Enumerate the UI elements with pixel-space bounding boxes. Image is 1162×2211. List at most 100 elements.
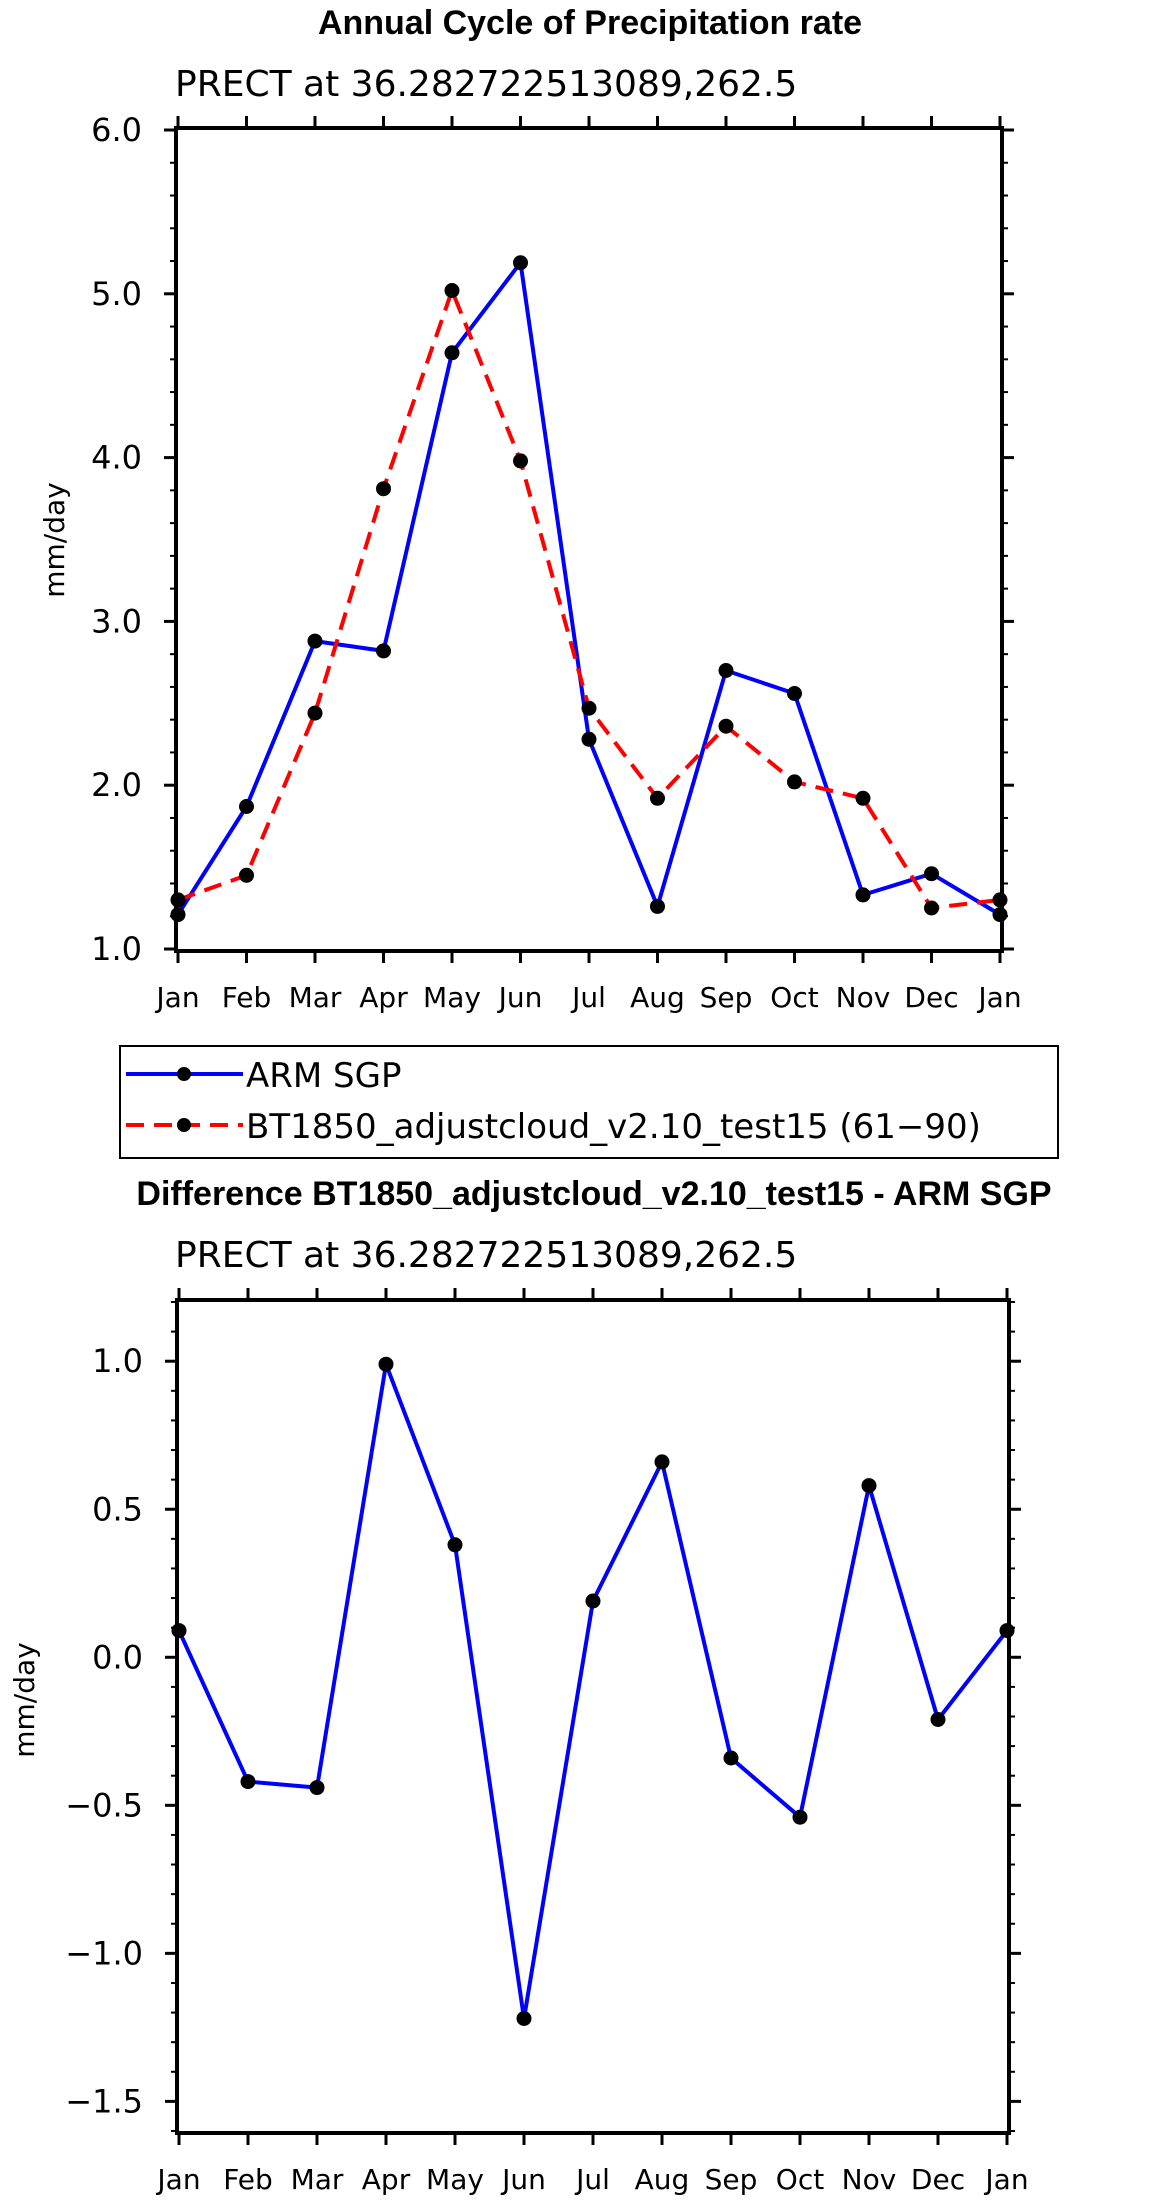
- x-tick-label: Nov: [842, 2163, 897, 2196]
- x-tick-label: Jun: [497, 981, 543, 1014]
- y-tick-label: 3.0: [91, 602, 142, 640]
- data-point-marker: [855, 887, 871, 903]
- chart2-subtitle: PRECT at 36.282722513089,262.5: [175, 1235, 797, 1276]
- chart1-plot-frame: [174, 126, 1004, 953]
- data-point-marker: [170, 907, 186, 923]
- data-point-marker: [170, 892, 186, 908]
- chart1-title: Annual Cycle of Precipitation rate: [318, 4, 862, 42]
- data-point-marker: [516, 2011, 532, 2026]
- data-point-marker: [861, 1478, 877, 1494]
- chart2-y-axis-label: mm/day: [8, 1642, 41, 1758]
- y-tick-label: −0.5: [65, 1786, 143, 1824]
- x-tick-label: Dec: [904, 981, 958, 1014]
- data-point-marker: [378, 1356, 394, 1372]
- data-point-marker: [307, 705, 323, 721]
- data-point-marker: [376, 643, 391, 659]
- legend-box: [119, 1045, 1059, 1159]
- legend-entry-arm: ARM SGP: [126, 1056, 401, 1096]
- y-tick-label: 6.0: [91, 111, 142, 149]
- data-point-marker: [376, 481, 391, 497]
- y-tick-label: 0.5: [92, 1490, 143, 1528]
- chart2-series: [171, 1356, 1015, 2026]
- x-tick-label: Sep: [700, 981, 753, 1014]
- data-point-marker: [723, 1750, 739, 1766]
- data-point-marker: [650, 790, 665, 806]
- data-point-marker: [239, 867, 254, 883]
- data-point-marker: [718, 663, 734, 678]
- x-tick-label: Jul: [574, 2163, 610, 2196]
- chart1-y-axis-label: mm/day: [38, 482, 71, 598]
- x-tick-label: Apr: [362, 2163, 411, 2196]
- y-tick-label: −1.5: [65, 2082, 143, 2120]
- data-point-marker: [855, 790, 871, 806]
- chart2-x-tick-labels: Jan Feb Mar Apr May Jun Jul Aug Sep Oct Nov Dec Jan: [155, 2163, 1028, 2196]
- chart2-plot-frame: [175, 1298, 1011, 2135]
- data-point-marker: [650, 898, 665, 914]
- data-point-marker: [239, 799, 254, 814]
- x-tick-label: Mar: [289, 981, 342, 1014]
- x-tick-label: Jan: [976, 981, 1021, 1014]
- series-line: [177, 1362, 1009, 2021]
- data-point-marker: [307, 633, 323, 649]
- data-point-marker: [924, 866, 939, 882]
- x-tick-label: Jun: [500, 2163, 546, 2196]
- x-tick-label: Jul: [570, 981, 606, 1014]
- difference-chart: Difference BT1850_adjustcloud_v2.10_test…: [8, 1175, 1052, 2196]
- x-tick-label: Feb: [222, 981, 272, 1014]
- legend-arm-marker: [177, 1067, 191, 1081]
- chart2-title: Difference BT1850_adjustcloud_v2.10_test…: [136, 1175, 1051, 1213]
- data-point-marker: [787, 774, 802, 790]
- data-point-marker: [718, 718, 734, 734]
- x-tick-label: Oct: [770, 981, 818, 1014]
- data-point-marker: [654, 1454, 670, 1470]
- data-point-marker: [447, 1537, 463, 1553]
- data-point-marker: [444, 283, 460, 298]
- chart1-x-tick-labels: Jan Feb Mar Apr May Jun Jul Aug Sep Oct Nov Dec Jan: [154, 981, 1021, 1014]
- x-tick-label: Mar: [291, 2163, 344, 2196]
- y-tick-label: 2.0: [91, 766, 142, 804]
- y-tick-label: 1.0: [91, 930, 142, 968]
- data-point-marker: [581, 700, 597, 716]
- data-point-marker: [513, 255, 528, 271]
- data-point-marker: [309, 1780, 325, 1796]
- x-tick-label: Aug: [630, 981, 685, 1014]
- data-point-marker: [792, 1809, 808, 1825]
- data-point-marker: [992, 907, 1008, 923]
- x-tick-label: Aug: [635, 2163, 690, 2196]
- y-tick-label: 0.0: [92, 1638, 143, 1676]
- series-line: [177, 288, 1001, 910]
- data-point-marker: [787, 686, 802, 701]
- x-tick-label: Apr: [359, 981, 408, 1014]
- data-point-marker: [930, 1712, 946, 1727]
- chart1-y-tick-labels: 1.0 2.0 3.0 4.0 5.0 6.0: [91, 111, 142, 968]
- data-point-marker: [585, 1593, 601, 1609]
- x-tick-label: Dec: [911, 2163, 965, 2196]
- data-point-marker: [999, 1623, 1015, 1639]
- y-tick-label: 1.0: [92, 1342, 143, 1380]
- chart1-legend: ARM SGP BT1850_adjustcloud_v2.10_test15 …: [119, 1045, 1059, 1159]
- data-point-marker: [581, 731, 597, 747]
- data-point-marker: [240, 1774, 256, 1790]
- x-tick-label: Feb: [223, 2163, 273, 2196]
- y-tick-label: 5.0: [91, 275, 142, 313]
- y-tick-label: −1.0: [65, 1934, 143, 1972]
- x-tick-label: Jan: [983, 2163, 1028, 2196]
- data-point-marker: [171, 1623, 187, 1639]
- x-tick-label: May: [426, 2163, 484, 2196]
- chart1-axis-ticks: [164, 116, 1014, 963]
- chart2-axis-ticks: [165, 1288, 1021, 2145]
- x-tick-label: Sep: [705, 2163, 758, 2196]
- x-tick-label: Nov: [836, 981, 891, 1014]
- data-point-marker: [513, 453, 528, 469]
- data-point-marker: [924, 900, 939, 916]
- chart1-series: [170, 255, 1008, 923]
- data-point-marker: [992, 892, 1008, 908]
- legend-arm-label: ARM SGP: [246, 1056, 401, 1096]
- chart1-subtitle: PRECT at 36.282722513089,262.5: [175, 64, 797, 105]
- x-tick-label: May: [423, 981, 481, 1014]
- x-tick-label: Jan: [154, 981, 199, 1014]
- legend-model-marker: [177, 1118, 191, 1132]
- annual-cycle-chart: Annual Cycle of Precipitation rate PRECT…: [38, 4, 1022, 1014]
- chart2-y-tick-labels: −1.5 −1.0 −0.5 0.0 0.5 1.0: [65, 1342, 143, 2120]
